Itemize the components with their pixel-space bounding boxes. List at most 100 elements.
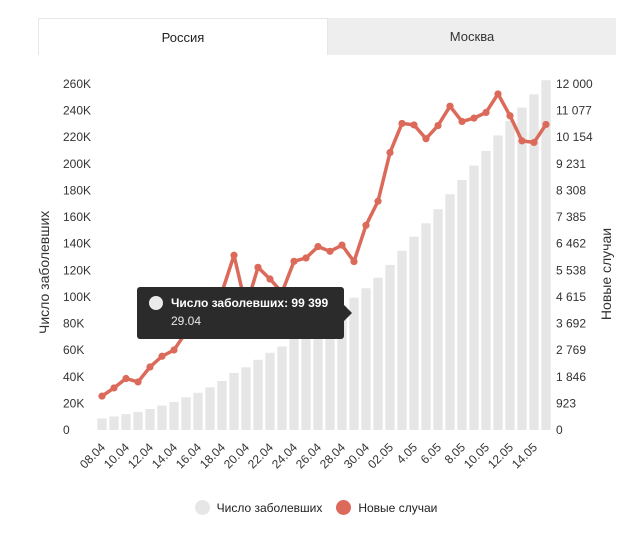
bar-cases [421,223,431,430]
point-new-cases [494,90,502,98]
bar-cases [265,352,275,430]
x-tick-label: 14.04 [149,440,180,471]
left-tick-label: 120K [63,263,91,277]
point-new-cases [518,137,526,145]
point-new-cases [470,114,478,122]
right-tick-label: 7 385 [556,210,586,224]
right-tick-label: 9 231 [556,157,586,171]
legend-item-new-cases[interactable]: Новые случаи [336,500,437,515]
x-tick-label: 4.05 [394,440,421,467]
bar-cases [109,416,119,430]
x-tick-label: 12.05 [485,440,516,471]
bar-cases [241,367,251,430]
bar-cases [133,411,143,430]
chart-legend: Число заболевших Новые случаи [0,500,632,515]
tooltip-series-value: Число заболевших: 99 399 [171,296,329,310]
left-tick-label: 220K [63,130,91,144]
x-tick-label: 10.05 [461,440,492,471]
legend-swatch-cases [194,500,210,515]
bar-cases [193,392,203,430]
point-new-cases [170,346,178,354]
chart-tooltip: Число заболевших: 99 399 29.04 [137,287,352,339]
x-tick-label: 08.04 [77,440,108,471]
point-new-cases [362,221,370,229]
tab-russia[interactable]: Россия [38,18,328,55]
left-tick-label: 160K [63,210,91,224]
bar-cases [433,209,443,430]
bar-cases [469,165,479,430]
x-tick-label: 16.04 [173,440,204,471]
left-tick-label: 180K [63,183,91,197]
line-new-cases [101,92,548,398]
bar-cases [169,401,179,430]
bar-cases [289,338,299,430]
right-tick-label: 923 [556,396,576,410]
point-new-cases [302,254,310,262]
bar-cases [445,194,455,430]
left-tick-label: 40K [63,370,84,384]
bar-cases [385,264,395,430]
x-tick-label: 24.04 [269,440,300,471]
bar-cases [253,359,263,430]
point-new-cases [230,251,238,259]
bar-cases [493,135,503,431]
bar-cases [337,305,347,430]
x-tick-label: 20.04 [221,440,252,471]
point-new-cases [458,117,466,126]
point-new-cases [326,247,334,255]
right-tick-label: 6 462 [556,237,586,251]
region-tabs: Россия Москва [38,18,616,55]
bar-cases [373,277,383,430]
point-new-cases [122,374,130,383]
bar-cases [457,180,467,430]
right-tick-label: 10 154 [556,130,593,144]
bar-cases [181,397,191,430]
point-new-cases [446,102,454,110]
x-tick-label: 30.04 [341,440,372,471]
bar-cases [541,80,551,431]
left-tick-label: 260K [63,77,91,91]
bar-cases [481,150,491,430]
bar-cases [229,372,239,430]
point-new-cases [146,363,154,371]
point-new-cases [398,119,406,128]
bar-cases [313,322,323,430]
bar-cases [205,387,215,430]
right-tick-label: 12 000 [556,77,593,91]
point-new-cases [134,378,142,386]
point-new-cases [434,121,442,130]
point-new-cases [254,263,262,271]
point-new-cases [506,112,514,120]
legend-label-new-cases: Новые случаи [358,500,438,515]
point-new-cases [314,242,322,251]
left-tick-label: 80K [63,317,84,331]
bar-cases [277,346,287,430]
point-new-cases [350,257,358,266]
right-tick-label: 0 [556,423,563,437]
left-tick-label: 240K [63,104,91,118]
x-tick-label: 28.04 [317,440,348,471]
point-new-cases [98,392,106,400]
legend-swatch-new-cases [336,500,352,515]
bar-cases [157,405,167,430]
bar-cases [505,120,515,430]
tooltip-date: 29.04 [171,314,202,328]
bar-cases [361,288,371,430]
bar-cases [301,330,311,430]
left-tick-label: 100K [63,290,91,304]
right-tick-label: 4 615 [556,290,586,304]
bar-cases [397,250,407,430]
bar-cases [517,107,527,431]
point-new-cases [158,352,166,360]
point-new-cases [386,148,394,157]
legend-item-cases[interactable]: Число заболевших [194,500,322,515]
left-tick-label: 0 [63,423,70,437]
right-tick-label: 3 692 [556,317,586,331]
left-tick-label: 20K [63,396,84,410]
left-tick-label: 200K [63,157,91,171]
x-tick-label: 26.04 [293,440,324,471]
x-tick-label: 22.04 [245,440,276,471]
bar-cases [121,414,131,430]
tab-moscow[interactable]: Москва [328,18,616,55]
